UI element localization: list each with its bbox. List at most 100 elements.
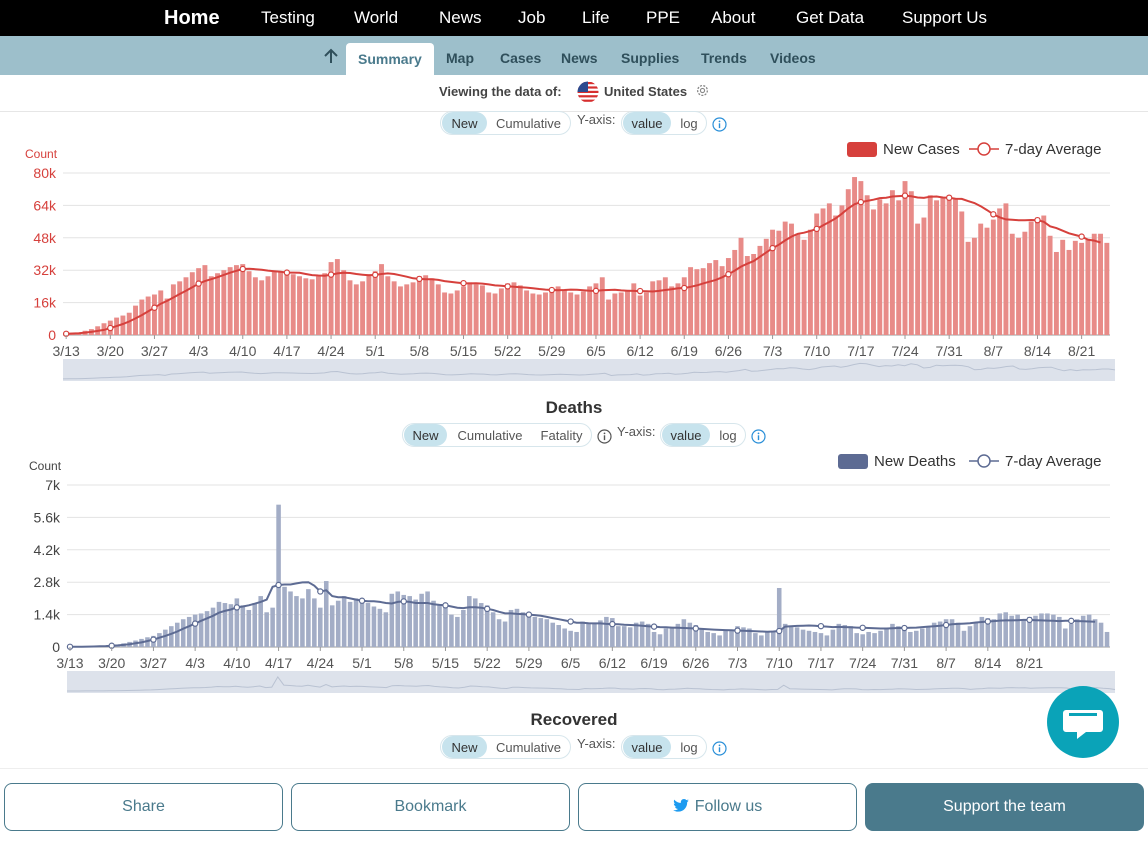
bar[interactable] — [612, 293, 618, 335]
bar[interactable] — [807, 229, 813, 335]
tab-map[interactable]: Map — [446, 50, 474, 66]
bar[interactable] — [511, 282, 517, 335]
bar[interactable] — [1003, 612, 1008, 647]
bar[interactable] — [198, 613, 204, 647]
bar[interactable] — [871, 209, 876, 335]
bar[interactable] — [896, 200, 902, 335]
bar[interactable] — [514, 608, 520, 647]
bar[interactable] — [1066, 249, 1072, 335]
bar[interactable] — [669, 286, 675, 335]
info-icon[interactable] — [712, 741, 727, 756]
recovered-scale-value[interactable]: value — [623, 736, 671, 758]
bar[interactable] — [1080, 615, 1086, 647]
bar[interactable] — [991, 619, 997, 647]
bar[interactable] — [1074, 619, 1080, 647]
bar[interactable] — [1028, 221, 1034, 335]
bar[interactable] — [1047, 235, 1053, 335]
average-point[interactable] — [460, 279, 467, 287]
bar[interactable] — [284, 273, 290, 335]
bar[interactable] — [486, 292, 492, 335]
bar[interactable] — [934, 200, 940, 335]
bar[interactable] — [681, 619, 687, 647]
bar[interactable] — [580, 621, 585, 647]
bar[interactable] — [544, 619, 550, 647]
bar[interactable] — [788, 626, 794, 647]
bar[interactable] — [391, 281, 397, 335]
bar[interactable] — [965, 241, 971, 335]
bar[interactable] — [189, 272, 195, 335]
bar[interactable] — [520, 612, 526, 647]
bar[interactable] — [1098, 233, 1103, 335]
bar[interactable] — [759, 635, 764, 647]
bar[interactable] — [517, 285, 523, 335]
bar[interactable] — [1057, 616, 1062, 647]
legend-bar-swatch[interactable] — [847, 142, 877, 157]
bar[interactable] — [826, 203, 832, 335]
bar[interactable] — [593, 283, 599, 335]
bar[interactable] — [842, 625, 848, 647]
bar[interactable] — [265, 276, 271, 335]
bar[interactable] — [598, 620, 603, 647]
bar[interactable] — [467, 596, 472, 647]
bar[interactable] — [455, 616, 460, 647]
bar[interactable] — [1051, 614, 1056, 647]
bar[interactable] — [961, 630, 967, 647]
deaths-scale-log[interactable]: log — [719, 428, 737, 443]
bar[interactable] — [860, 634, 865, 647]
bar[interactable] — [561, 289, 567, 335]
bar[interactable] — [639, 621, 645, 647]
bar[interactable] — [765, 631, 770, 647]
bar[interactable] — [824, 635, 830, 647]
average-point[interactable] — [817, 622, 825, 630]
bar[interactable] — [233, 265, 239, 335]
bar[interactable] — [812, 631, 818, 647]
bar[interactable] — [830, 629, 836, 647]
bar[interactable] — [587, 286, 593, 335]
bar[interactable] — [259, 280, 265, 335]
bar[interactable] — [365, 603, 371, 647]
bar[interactable] — [1033, 615, 1038, 647]
average-point[interactable] — [813, 225, 820, 233]
tab-cases[interactable]: Cases — [500, 50, 542, 66]
legend-bar-label[interactable]: New Cases — [883, 141, 960, 158]
bar[interactable] — [971, 237, 977, 335]
bar[interactable] — [152, 294, 157, 336]
bar[interactable] — [1053, 251, 1059, 335]
gear-icon[interactable] — [695, 83, 710, 98]
bar[interactable] — [215, 273, 220, 335]
bar[interactable] — [133, 305, 138, 335]
bar[interactable] — [526, 615, 532, 647]
bar[interactable] — [401, 594, 407, 647]
bar[interactable] — [694, 269, 700, 335]
bar[interactable] — [852, 177, 858, 335]
zoom-slider[interactable] — [63, 359, 1115, 381]
bar[interactable] — [294, 596, 299, 647]
bar[interactable] — [1104, 242, 1110, 335]
bar[interactable] — [997, 613, 1003, 647]
bar[interactable] — [973, 622, 979, 647]
bar[interactable] — [604, 616, 609, 647]
nav-home[interactable]: Home — [164, 7, 220, 29]
average-point[interactable] — [525, 611, 533, 618]
bar[interactable] — [169, 626, 174, 647]
bar[interactable] — [389, 593, 395, 647]
bar[interactable] — [204, 611, 210, 647]
bar[interactable] — [202, 265, 208, 335]
deaths-mode-fatality[interactable]: Fatality — [540, 428, 583, 443]
us-flag-icon[interactable] — [577, 81, 599, 103]
bar[interactable] — [196, 268, 202, 335]
bar[interactable] — [1086, 614, 1092, 647]
bar[interactable] — [222, 603, 228, 647]
bar[interactable] — [145, 637, 150, 647]
bar[interactable] — [297, 276, 302, 335]
bar[interactable] — [656, 280, 662, 335]
bar[interactable] — [454, 290, 460, 335]
average-point[interactable] — [358, 597, 366, 604]
nav-world[interactable]: World — [354, 8, 399, 27]
bar[interactable] — [562, 628, 567, 647]
bar[interactable] — [927, 195, 933, 335]
bar[interactable] — [633, 622, 639, 647]
bar[interactable] — [419, 593, 424, 647]
bar[interactable] — [662, 277, 668, 335]
average-point[interactable] — [195, 280, 202, 287]
